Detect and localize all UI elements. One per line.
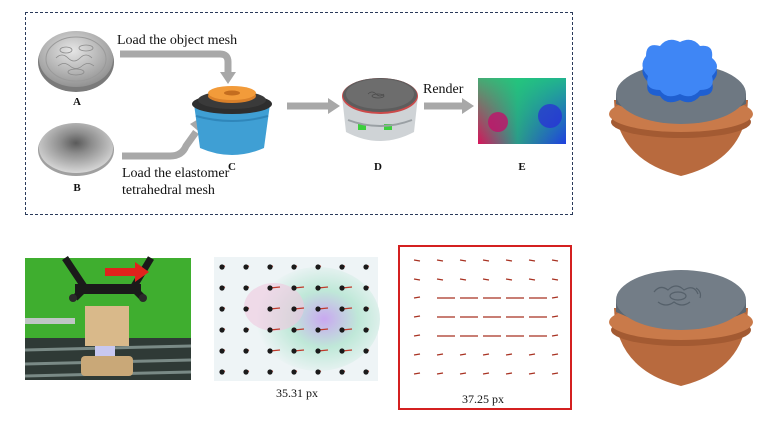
marker-dot (243, 369, 249, 375)
marker-dot (363, 348, 369, 354)
marker-dot (363, 264, 369, 270)
displacement-vector (413, 259, 421, 262)
marker-dot (339, 348, 345, 354)
displacement-vector (528, 278, 536, 281)
marker-dot (291, 369, 297, 375)
displacement-vector (551, 296, 559, 299)
displacement-vector (505, 278, 513, 281)
displacement-vector (528, 353, 536, 356)
simulated-sensor-image (342, 78, 418, 141)
step-letter-e: E (518, 161, 526, 173)
marker-dot (243, 348, 249, 354)
displacement-vector (413, 278, 421, 281)
step-letter-a: A (73, 96, 81, 108)
pot-with-object-image (609, 39, 753, 176)
pot-with-imprint-image (609, 270, 753, 386)
marker-dot (315, 285, 321, 291)
displacement-vector (505, 372, 513, 375)
marker-dot (219, 327, 225, 333)
marker-dot (291, 285, 297, 291)
step-letter-b: B (73, 182, 81, 194)
marker-displacement-image (214, 257, 380, 381)
right-displacement-label: 37.25 px (462, 392, 504, 406)
displacement-vector (459, 353, 467, 356)
displacement-vector (436, 278, 444, 281)
marker-dot (363, 369, 369, 375)
displacement-vector (436, 353, 444, 356)
marker-dot (315, 306, 321, 312)
displacement-vector (413, 315, 421, 318)
marker-dot (291, 348, 297, 354)
marker-dot (243, 264, 249, 270)
marker-dot (315, 327, 321, 333)
marker-dot (267, 348, 273, 354)
displacement-vector (551, 278, 559, 281)
displacement-vector (436, 372, 444, 375)
step-letter-c: C (228, 161, 236, 173)
marker-dot (243, 306, 249, 312)
displacement-vector (551, 259, 559, 262)
marker-dot (267, 285, 273, 291)
sensor-assembly-image (192, 86, 272, 155)
marker-dot (291, 264, 297, 270)
marker-dot (339, 369, 345, 375)
marker-dot (243, 327, 249, 333)
displacement-vector (413, 372, 421, 375)
marker-dot (267, 264, 273, 270)
marker-dot (339, 327, 345, 333)
marker-dot (219, 369, 225, 375)
elastomer-mesh-image (38, 123, 114, 176)
marker-dot (363, 285, 369, 291)
displacement-vector (413, 296, 421, 299)
load-elastomer-label-line2: tetrahedral mesh (122, 183, 215, 198)
marker-dot (315, 264, 321, 270)
displacement-vector (551, 315, 559, 318)
robot-gripper-photo (24, 256, 192, 380)
marker-dot (219, 348, 225, 354)
displacement-vector (505, 353, 513, 356)
marker-dot (315, 348, 321, 354)
marker-dot (291, 306, 297, 312)
marker-dot (219, 264, 225, 270)
displacement-vector (436, 259, 444, 262)
displacement-vector (459, 278, 467, 281)
object-mesh-image (38, 31, 114, 92)
displacement-vector (528, 259, 536, 262)
marker-dot (339, 264, 345, 270)
marker-dot (291, 327, 297, 333)
displacement-vector (482, 353, 490, 356)
render-label: Render (423, 82, 464, 97)
displacement-vector (459, 259, 467, 262)
marker-dot (363, 306, 369, 312)
marker-dot (315, 369, 321, 375)
displacement-vector (413, 353, 421, 356)
marker-dot (219, 285, 225, 291)
load-elastomer-label-line1: Load the elastomer (122, 166, 230, 181)
marker-dot (267, 306, 273, 312)
displacement-vector (482, 278, 490, 281)
marker-dot (243, 285, 249, 291)
step-letter-d: D (374, 161, 382, 173)
marker-dot (219, 306, 225, 312)
vector-field-image (413, 259, 559, 375)
load-object-label: Load the object mesh (117, 33, 238, 48)
marker-dot (339, 285, 345, 291)
displacement-vector (482, 259, 490, 262)
marker-dot (339, 306, 345, 312)
displacement-vector (528, 372, 536, 375)
pipeline-frame (25, 12, 573, 215)
displacement-vector (413, 334, 421, 337)
displacement-vector (551, 372, 559, 375)
left-displacement-label: 35.31 px (276, 386, 318, 400)
marker-dot (267, 327, 273, 333)
displacement-vector (551, 353, 559, 356)
displacement-vector (482, 372, 490, 375)
marker-dot (363, 327, 369, 333)
vector-field-frame (398, 245, 572, 410)
displacement-vector (551, 334, 559, 337)
tactile-render-image (478, 78, 566, 144)
displacement-vector (459, 372, 467, 375)
displacement-vector (505, 259, 513, 262)
marker-dot (267, 369, 273, 375)
